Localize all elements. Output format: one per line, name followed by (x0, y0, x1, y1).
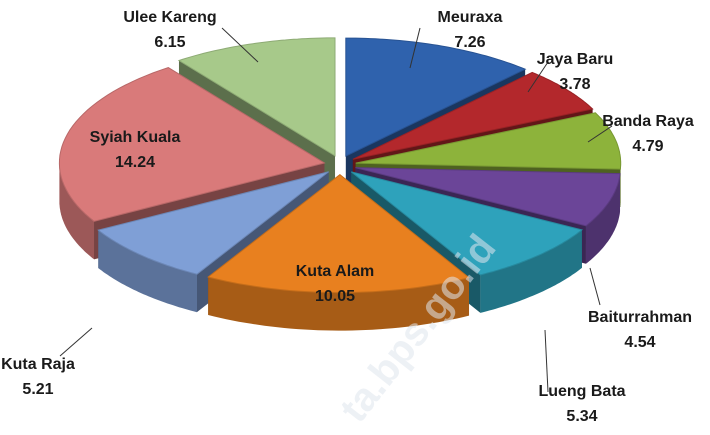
slice-label: Lueng Bata (538, 383, 625, 400)
leader-line (221, 27, 259, 63)
slice-side (208, 277, 469, 331)
slice-top (345, 37, 527, 157)
slice-side (480, 229, 582, 313)
slice-top (207, 173, 471, 294)
slice-value: 14.24 (115, 154, 155, 171)
slice-side (59, 163, 94, 260)
slice-label: Baiturrahman (588, 309, 692, 326)
slice-label: Banda Raya (602, 113, 694, 130)
labels: Meuraxa 7.26 Jaya Baru 3.78 Banda Raya 4.79 Ba… (1, 9, 694, 425)
leader-line (589, 267, 601, 306)
slice-value: 5.21 (22, 381, 53, 398)
slice (207, 173, 471, 331)
slice-top (97, 171, 329, 275)
slice-top (352, 71, 594, 160)
slice-label: Jaya Baru (537, 51, 614, 68)
slice-side (98, 230, 197, 313)
slice-top (350, 171, 584, 276)
leader-line (527, 61, 549, 93)
leader-line (59, 327, 93, 357)
leader-line (587, 125, 613, 143)
leader-line (409, 27, 421, 69)
slice-side (586, 173, 620, 264)
slice-label: Meuraxa (438, 9, 503, 26)
slice-value: 5.34 (566, 408, 597, 425)
slice-top (177, 37, 336, 157)
slice-value: 10.05 (315, 288, 355, 305)
leader-line (544, 329, 549, 393)
slice-label: Ulee Kareng (123, 9, 216, 26)
slice-value: 4.79 (632, 138, 663, 155)
slice-label: Syiah Kuala (90, 129, 181, 146)
pie (58, 37, 622, 331)
slice-top (58, 67, 326, 222)
slice-value: 7.26 (454, 34, 485, 51)
slice-label: Kuta Alam (296, 263, 375, 280)
slice-top (355, 112, 622, 170)
slice-value: 3.78 (559, 76, 590, 93)
slice-value: 6.15 (154, 34, 185, 51)
slice-label: Kuta Raja (1, 356, 75, 373)
slice-value: 4.54 (624, 334, 655, 351)
slice-top (355, 167, 621, 227)
